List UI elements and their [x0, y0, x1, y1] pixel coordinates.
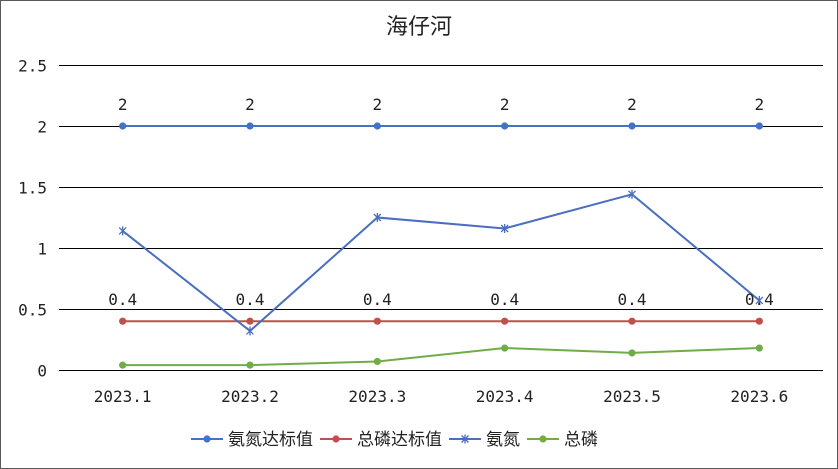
data-point-marker [246, 361, 254, 369]
data-label: 0.4 [236, 290, 265, 309]
legend-item: 氨氮达标值 [191, 430, 313, 450]
data-point-marker [461, 434, 469, 444]
data-point-marker [246, 317, 254, 325]
data-point-marker [628, 317, 636, 325]
series-2 [119, 317, 763, 325]
data-point-marker [119, 361, 127, 369]
y-tick-label: 1.5 [18, 179, 47, 198]
data-label: 2 [373, 95, 383, 114]
data-label: 2 [627, 95, 637, 114]
legend: 氨氮达标值 总磷达标值 氨氮 总磷 [191, 430, 598, 450]
data-labels: 2 2 2 2 2 2 0.4 0.4 0.4 0.4 0.4 0.4 [108, 95, 774, 309]
data-label: 0.4 [490, 290, 519, 309]
data-point-marker [755, 317, 763, 325]
y-tick-label: 1 [37, 240, 47, 259]
data-point-marker [373, 122, 381, 130]
data-point-marker [755, 295, 764, 305]
x-tick-label: 2023.1 [94, 387, 152, 406]
data-point-marker [332, 435, 340, 443]
data-point-marker [501, 122, 509, 130]
data-point-marker [539, 435, 547, 443]
series-line [122, 193, 760, 332]
data-point-marker [373, 317, 381, 325]
data-point-marker [118, 226, 127, 236]
data-label: 2 [500, 95, 510, 114]
y-axis: 0 0.5 1 1.5 2 2.5 [18, 57, 47, 381]
data-point-marker [246, 122, 254, 130]
data-point-marker [501, 344, 509, 352]
data-point-marker [246, 326, 254, 336]
data-point-marker [755, 122, 763, 130]
data-point-marker [628, 122, 636, 130]
data-point-marker [373, 357, 381, 366]
series-line [122, 347, 760, 367]
legend-label: 氨氮达标值 [228, 430, 313, 450]
series-1 [119, 122, 763, 130]
data-label: 0.4 [363, 290, 392, 309]
x-tick-label: 2023.5 [603, 387, 661, 406]
x-axis: 2023.1 2023.2 2023.3 2023.4 2023.5 2023.6 [94, 387, 788, 406]
data-point-marker [500, 223, 509, 233]
legend-label: 总磷达标值 [357, 430, 442, 450]
data-point-marker [119, 122, 127, 130]
y-tick-label: 2.5 [18, 57, 47, 76]
x-tick-label: 2023.4 [476, 387, 534, 406]
x-tick-label: 2023.6 [730, 387, 788, 406]
data-point-marker [203, 435, 211, 443]
legend-item: 总磷 [527, 430, 598, 450]
x-tick-label: 2023.2 [221, 387, 279, 406]
y-tick-label: 0 [37, 362, 47, 381]
legend-label: 氨氮 [486, 430, 520, 450]
series-4 [119, 344, 763, 369]
data-point-marker [755, 344, 763, 352]
data-label: 2 [755, 95, 765, 114]
data-point-marker [628, 349, 636, 357]
series-layer [118, 122, 764, 369]
y-tick-label: 0.5 [18, 301, 47, 320]
legend-item: 氨氮 [449, 430, 520, 450]
data-label: 2 [118, 95, 128, 114]
gridlines [59, 65, 823, 371]
legend-item: 总磷达标值 [320, 430, 442, 450]
data-point-marker [501, 317, 509, 325]
chart-title: 海仔河 [386, 15, 452, 40]
series-3 [118, 189, 764, 336]
data-label: 0.4 [745, 290, 774, 309]
data-label: 0.4 [108, 290, 137, 309]
x-tick-label: 2023.3 [348, 387, 406, 406]
data-point-marker [628, 189, 636, 199]
data-label: 0.4 [618, 290, 647, 309]
data-label: 2 [245, 95, 255, 114]
y-tick-label: 2 [37, 118, 47, 137]
legend-label: 总磷 [564, 430, 598, 450]
data-point-marker [119, 317, 127, 325]
data-point-marker [373, 213, 382, 222]
